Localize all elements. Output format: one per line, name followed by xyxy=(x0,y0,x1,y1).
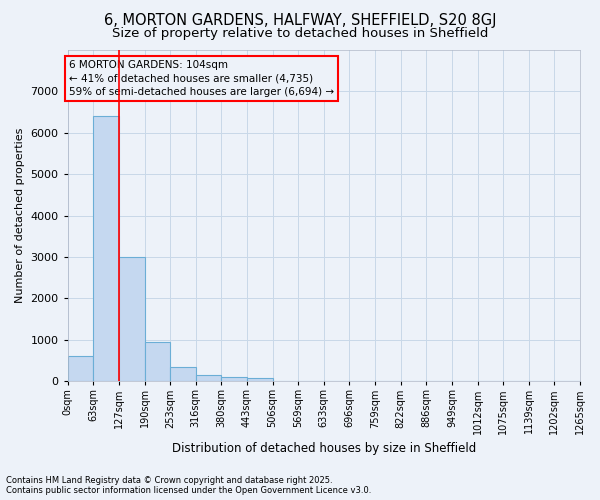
Text: Contains HM Land Registry data © Crown copyright and database right 2025.
Contai: Contains HM Land Registry data © Crown c… xyxy=(6,476,371,495)
Bar xyxy=(170,366,196,381)
X-axis label: Distribution of detached houses by size in Sheffield: Distribution of detached houses by size … xyxy=(172,442,476,455)
Text: Size of property relative to detached houses in Sheffield: Size of property relative to detached ho… xyxy=(112,28,488,40)
Bar xyxy=(68,356,94,381)
Bar xyxy=(247,378,272,381)
Bar xyxy=(221,377,247,381)
Bar xyxy=(196,375,221,381)
Y-axis label: Number of detached properties: Number of detached properties xyxy=(15,128,25,304)
Bar xyxy=(119,257,145,381)
Bar xyxy=(145,342,170,381)
Bar xyxy=(94,116,119,381)
Text: 6, MORTON GARDENS, HALFWAY, SHEFFIELD, S20 8GJ: 6, MORTON GARDENS, HALFWAY, SHEFFIELD, S… xyxy=(104,12,496,28)
Text: 6 MORTON GARDENS: 104sqm
← 41% of detached houses are smaller (4,735)
59% of sem: 6 MORTON GARDENS: 104sqm ← 41% of detach… xyxy=(69,60,334,97)
